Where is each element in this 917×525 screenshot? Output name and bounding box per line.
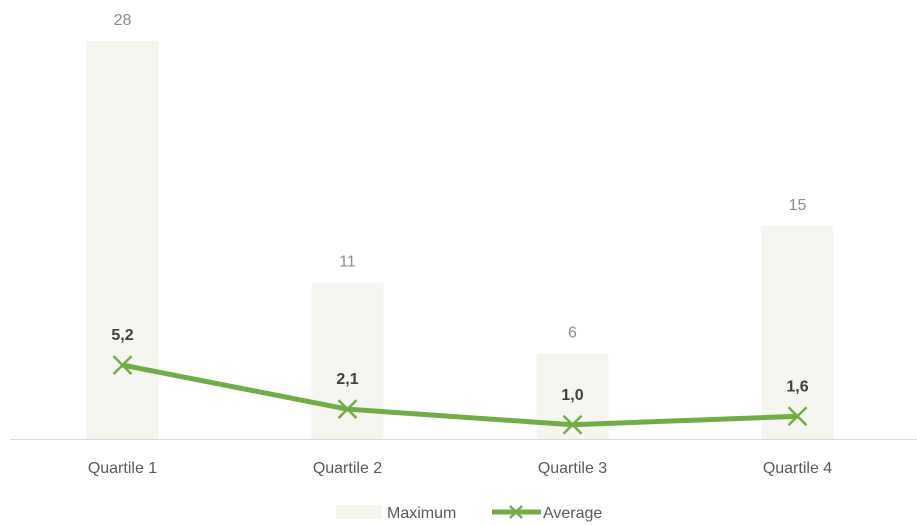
x-tick-label: Quartile 4	[763, 460, 832, 477]
x-tick-label: Quartile 2	[313, 460, 382, 477]
marker-average	[562, 414, 583, 435]
average-value-label: 2,1	[336, 371, 358, 388]
line-series-average	[112, 355, 808, 435]
legend-label-average: Average	[543, 505, 602, 522]
average-value-label: 1,0	[561, 387, 583, 404]
marker-average	[337, 399, 358, 420]
marker-average	[787, 406, 808, 427]
legend-label-maximum: Maximum	[387, 505, 456, 522]
bar-value-label: 11	[339, 254, 356, 271]
x-tick-label: Quartile 3	[538, 460, 607, 477]
legend-swatch-maximum	[336, 505, 382, 519]
bar-series-maximum	[86, 41, 834, 439]
line-data-labels: 5,2 2,1 1,0 1,6	[111, 327, 808, 404]
bar-value-label: 6	[568, 325, 577, 342]
marker-average	[112, 355, 133, 375]
legend: Maximum Average	[336, 505, 602, 522]
average-line	[122, 362, 798, 428]
bar-maximum	[761, 225, 834, 439]
average-value-label: 1,6	[786, 378, 808, 395]
legend-marker-average	[509, 505, 523, 519]
x-tick-label: Quartile 1	[88, 460, 157, 477]
bar-value-label: 15	[789, 197, 807, 214]
bar-data-labels: 28 11 6 15	[114, 12, 807, 342]
bar-value-label: 28	[114, 12, 132, 29]
average-value-label: 5,2	[111, 327, 133, 344]
bar-maximum	[311, 282, 384, 439]
x-axis-tick-labels: Quartile 1 Quartile 2 Quartile 3 Quartile 4	[88, 460, 832, 477]
bar-maximum	[86, 41, 159, 439]
